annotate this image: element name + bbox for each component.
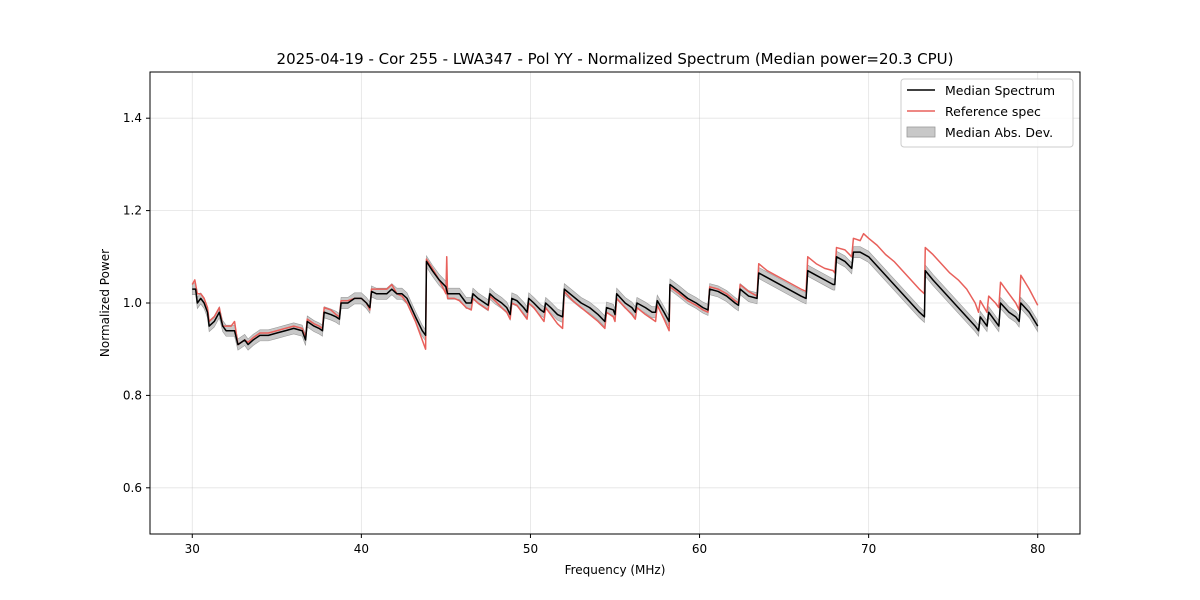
x-axis: 30 40 50 60 70 80 [185,534,1045,556]
y-tick-label: 1.2 [123,204,142,218]
series-layer [191,232,1039,350]
legend: Median Spectrum Reference spec Median Ab… [900,78,1074,148]
x-tick-label: 50 [523,542,538,556]
median-spectrum-line [192,251,1039,346]
x-tick-label: 60 [692,542,707,556]
chart-title: 2025-04-19 - Cor 255 - LWA347 - Pol YY -… [277,50,954,68]
y-axis: 0.6 0.8 1.0 1.2 1.4 [123,111,150,495]
y-tick-label: 0.6 [123,481,142,495]
legend-swatch-mad [906,126,936,138]
x-tick-label: 30 [185,542,200,556]
y-tick-label: 1.0 [123,296,142,310]
x-tick-label: 80 [1030,542,1045,556]
x-tick-label: 70 [861,542,876,556]
y-axis-label: Normalized Power [98,249,112,357]
legend-label-mad: Median Abs. Dev. [945,125,1053,140]
y-tick-label: 0.8 [123,388,142,402]
legend-box [900,78,1074,148]
x-tick-label: 40 [354,542,369,556]
x-axis-label: Frequency (MHz) [565,563,666,577]
legend-label-reference: Reference spec [945,104,1041,119]
legend-label-median: Median Spectrum [945,83,1055,98]
y-tick-label: 1.4 [123,111,142,125]
